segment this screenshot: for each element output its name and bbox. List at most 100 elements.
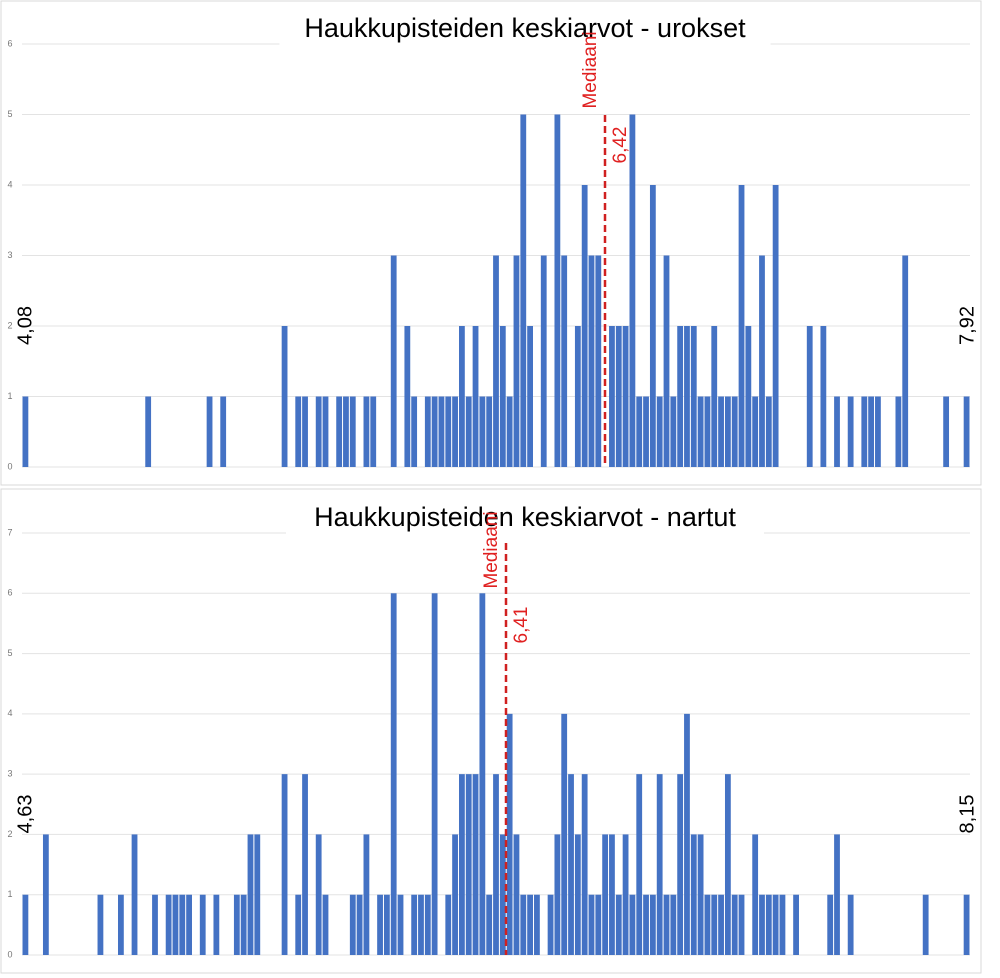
bar xyxy=(363,396,370,467)
bar xyxy=(752,834,759,955)
bar xyxy=(527,894,533,955)
bar xyxy=(383,894,390,955)
bar xyxy=(868,396,875,467)
bar xyxy=(704,894,711,955)
bar xyxy=(731,396,738,467)
bar xyxy=(370,396,377,467)
bar xyxy=(588,255,595,467)
bar xyxy=(152,894,158,955)
bar xyxy=(390,593,397,955)
bar xyxy=(554,834,561,955)
bar xyxy=(636,774,643,955)
bar xyxy=(431,593,438,955)
bar xyxy=(390,255,397,467)
median-value: 6,42 xyxy=(610,127,631,164)
bar xyxy=(452,396,458,467)
bar xyxy=(397,894,404,955)
bar xyxy=(697,396,704,467)
bar xyxy=(431,396,438,467)
bar xyxy=(165,894,172,955)
bar xyxy=(499,834,506,955)
bar xyxy=(506,713,513,955)
bar xyxy=(472,774,479,955)
bar xyxy=(486,894,493,955)
bar xyxy=(281,326,288,467)
bar xyxy=(759,894,765,955)
bar xyxy=(581,185,588,467)
bar xyxy=(438,396,445,467)
bar xyxy=(595,255,602,467)
bar xyxy=(834,834,840,955)
bar xyxy=(513,255,520,467)
bar xyxy=(806,326,813,467)
bar xyxy=(247,834,254,955)
bar xyxy=(315,396,322,467)
bar xyxy=(479,593,486,955)
bar xyxy=(779,894,786,955)
bar xyxy=(690,326,697,467)
panel xyxy=(0,488,982,974)
bar xyxy=(233,894,240,955)
bar xyxy=(670,396,677,467)
y-tick-label: 7 xyxy=(7,527,12,537)
bar xyxy=(145,396,152,467)
bar xyxy=(752,396,759,467)
bar xyxy=(943,396,950,467)
bar xyxy=(117,894,124,955)
bar xyxy=(663,894,670,955)
bar xyxy=(349,894,356,955)
median-value: 6,41 xyxy=(511,607,532,644)
bar xyxy=(472,326,479,467)
bar xyxy=(649,185,656,467)
bar xyxy=(520,114,527,467)
y-tick-label: 3 xyxy=(7,769,12,779)
y-tick-label: 1 xyxy=(7,889,12,899)
bar xyxy=(343,396,349,467)
bar xyxy=(724,396,731,467)
bar xyxy=(459,326,465,467)
y-tick-label: 6 xyxy=(7,588,12,598)
bar xyxy=(554,114,561,467)
bar xyxy=(656,396,663,467)
bar xyxy=(902,255,909,467)
bar xyxy=(745,326,752,467)
bar xyxy=(404,326,411,467)
bar xyxy=(281,774,288,955)
bar xyxy=(697,834,704,955)
bar xyxy=(42,834,49,955)
bar xyxy=(834,396,840,467)
bar xyxy=(629,894,636,955)
bar xyxy=(315,834,322,955)
title-bg xyxy=(279,10,771,50)
bar xyxy=(847,894,854,955)
bar xyxy=(240,894,247,955)
bar xyxy=(765,396,772,467)
chart-title: Haukkupisteiden keskiarvot - urokset xyxy=(304,13,746,43)
bar xyxy=(820,326,827,467)
bar xyxy=(465,774,472,955)
y-tick-label: 2 xyxy=(7,320,12,330)
bar xyxy=(493,774,499,955)
bar xyxy=(690,834,697,955)
y-tick-label: 0 xyxy=(7,461,12,471)
bar xyxy=(295,894,302,955)
bar xyxy=(636,396,643,467)
bar xyxy=(424,894,431,955)
bar xyxy=(520,894,527,955)
bar xyxy=(513,834,520,955)
bar xyxy=(615,326,622,467)
bar xyxy=(349,396,356,467)
bar xyxy=(213,894,220,955)
bar xyxy=(493,255,499,467)
bar xyxy=(677,326,684,467)
bar xyxy=(452,834,458,955)
bar xyxy=(609,326,615,467)
bar xyxy=(684,326,690,467)
bar xyxy=(411,894,418,955)
bar xyxy=(22,396,29,467)
bar xyxy=(540,255,547,467)
bar xyxy=(363,834,370,955)
bar xyxy=(684,713,690,955)
bar xyxy=(561,713,568,955)
bar xyxy=(97,894,104,955)
